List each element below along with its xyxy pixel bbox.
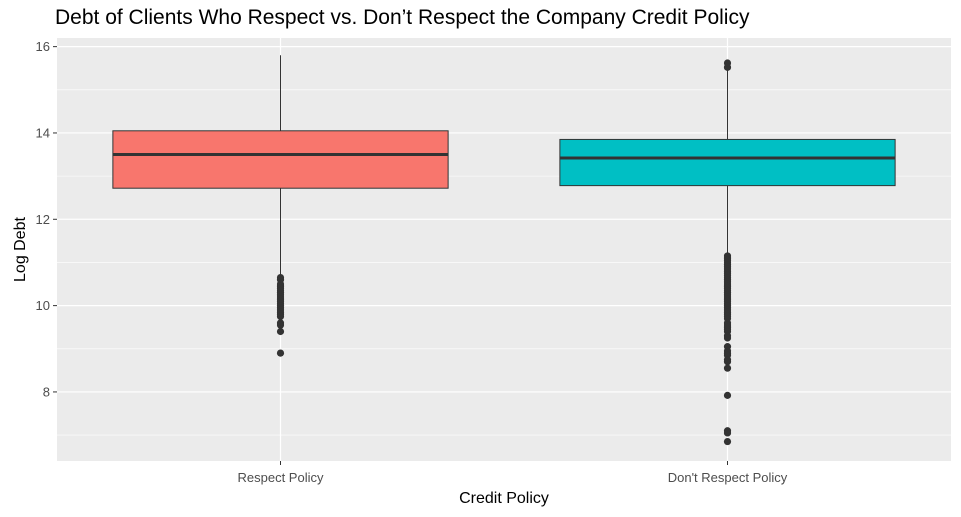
x-tick-label: Don't Respect Policy — [668, 470, 788, 485]
outlier-point — [723, 334, 732, 342]
box-iqr — [112, 130, 449, 189]
outlier-point — [723, 358, 732, 366]
x-tick-label: Respect Policy — [238, 470, 324, 485]
box-respect-policy — [112, 55, 449, 357]
outlier-point — [276, 327, 285, 336]
outlier-point — [723, 364, 732, 372]
axis-layer: 8 10 12 14 16 Respect Policy Don't Respect Pol… — [36, 39, 788, 485]
outlier-point — [723, 63, 732, 71]
box-iqr — [559, 138, 896, 187]
outlier-point — [723, 429, 732, 437]
y-tick-label: 16 — [36, 39, 50, 54]
outlier-point — [723, 437, 732, 446]
box-layer — [112, 55, 896, 446]
y-tick-label: 12 — [36, 212, 50, 227]
outlier-point — [276, 349, 285, 357]
outlier-point — [276, 312, 285, 321]
x-axis-title: Credit Policy — [459, 490, 549, 507]
plot-panel — [57, 38, 951, 461]
y-tick-label: 14 — [36, 125, 50, 140]
box-dont-respect-policy — [559, 59, 896, 446]
y-axis-title: Log Debt — [12, 216, 29, 281]
chart-title: Debt of Clients Who Respect vs. Don’t Re… — [55, 6, 750, 29]
y-tick-label: 10 — [36, 298, 50, 313]
y-tick-label: 8 — [43, 384, 50, 399]
outlier-point — [723, 391, 732, 399]
outlier-point — [276, 321, 285, 329]
